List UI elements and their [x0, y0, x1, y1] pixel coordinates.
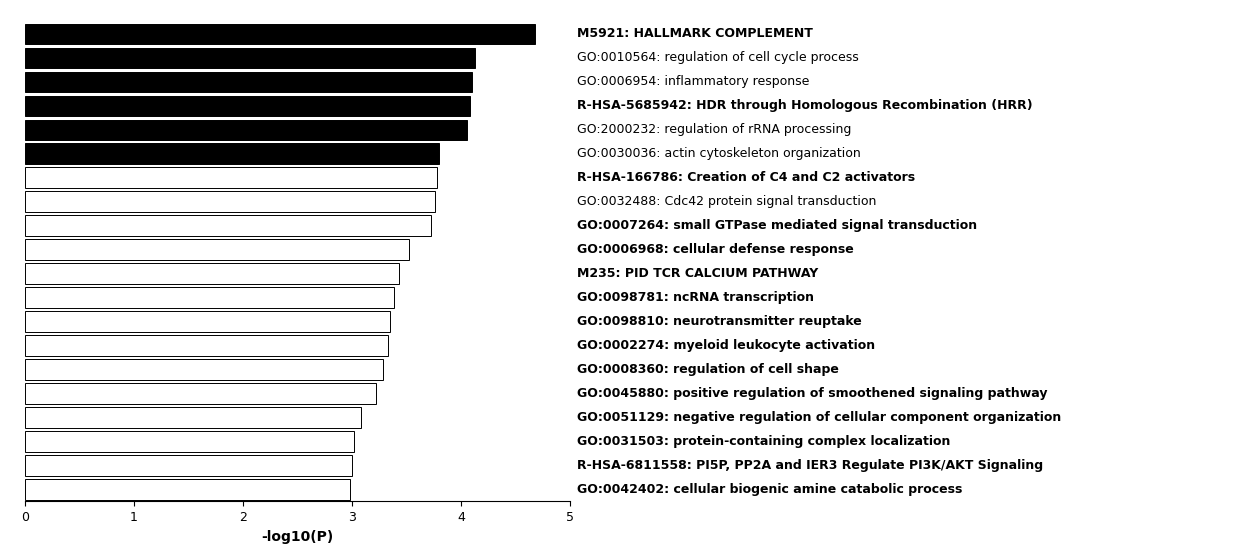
Bar	[25, 119, 466, 140]
Text: M235: PID TCR CALCIUM PATHWAY: M235: PID TCR CALCIUM PATHWAY	[577, 267, 818, 280]
Bar	[25, 143, 439, 164]
Text: GO:0006954: inflammatory response: GO:0006954: inflammatory response	[577, 75, 808, 88]
Bar	[25, 407, 361, 428]
Bar	[25, 311, 391, 332]
Text: GO:0010564: regulation of cell cycle process: GO:0010564: regulation of cell cycle pro…	[577, 51, 858, 64]
Bar	[25, 71, 472, 92]
Text: GO:0007264: small GTPase mediated signal transduction: GO:0007264: small GTPase mediated signal…	[577, 219, 977, 232]
Text: R-HSA-5685942: HDR through Homologous Recombination (HRR): R-HSA-5685942: HDR through Homologous Re…	[577, 99, 1032, 112]
Text: R-HSA-6811558: PI5P, PP2A and IER3 Regulate PI3K/AKT Signaling: R-HSA-6811558: PI5P, PP2A and IER3 Regul…	[577, 459, 1043, 472]
Bar	[25, 239, 409, 260]
Bar	[25, 47, 475, 68]
X-axis label: -log10(P): -log10(P)	[262, 530, 334, 544]
Bar	[25, 335, 388, 356]
Text: GO:0098810: neurotransmitter reuptake: GO:0098810: neurotransmitter reuptake	[577, 315, 862, 328]
Text: GO:0031503: protein-containing complex localization: GO:0031503: protein-containing complex l…	[577, 435, 950, 448]
Bar	[25, 95, 470, 116]
Bar	[25, 479, 350, 500]
Bar	[25, 455, 352, 476]
Bar	[25, 431, 355, 452]
Text: GO:0006968: cellular defense response: GO:0006968: cellular defense response	[577, 243, 853, 256]
Text: GO:0098781: ncRNA transcription: GO:0098781: ncRNA transcription	[577, 291, 813, 304]
Text: R-HSA-166786: Creation of C4 and C2 activators: R-HSA-166786: Creation of C4 and C2 acti…	[577, 171, 915, 184]
Bar	[25, 287, 393, 308]
Text: GO:0042402: cellular biogenic amine catabolic process: GO:0042402: cellular biogenic amine cata…	[577, 483, 962, 496]
Text: GO:0030036: actin cytoskeleton organization: GO:0030036: actin cytoskeleton organizat…	[577, 147, 861, 160]
Text: GO:0032488: Cdc42 protein signal transduction: GO:0032488: Cdc42 protein signal transdu…	[577, 195, 875, 208]
Bar	[25, 191, 435, 212]
Bar	[25, 383, 376, 404]
Text: GO:0051129: negative regulation of cellular component organization: GO:0051129: negative regulation of cellu…	[577, 411, 1061, 424]
Bar	[25, 167, 438, 188]
Bar	[25, 215, 430, 236]
Bar	[25, 359, 383, 380]
Text: GO:0045880: positive regulation of smoothened signaling pathway: GO:0045880: positive regulation of smoot…	[577, 387, 1047, 400]
Bar	[25, 263, 399, 284]
Bar	[25, 23, 536, 44]
Text: GO:0008360: regulation of cell shape: GO:0008360: regulation of cell shape	[577, 363, 838, 376]
Text: GO:0002274: myeloid leukocyte activation: GO:0002274: myeloid leukocyte activation	[577, 339, 874, 352]
Text: GO:2000232: regulation of rRNA processing: GO:2000232: regulation of rRNA processin…	[577, 123, 851, 136]
Text: M5921: HALLMARK COMPLEMENT: M5921: HALLMARK COMPLEMENT	[577, 27, 812, 40]
